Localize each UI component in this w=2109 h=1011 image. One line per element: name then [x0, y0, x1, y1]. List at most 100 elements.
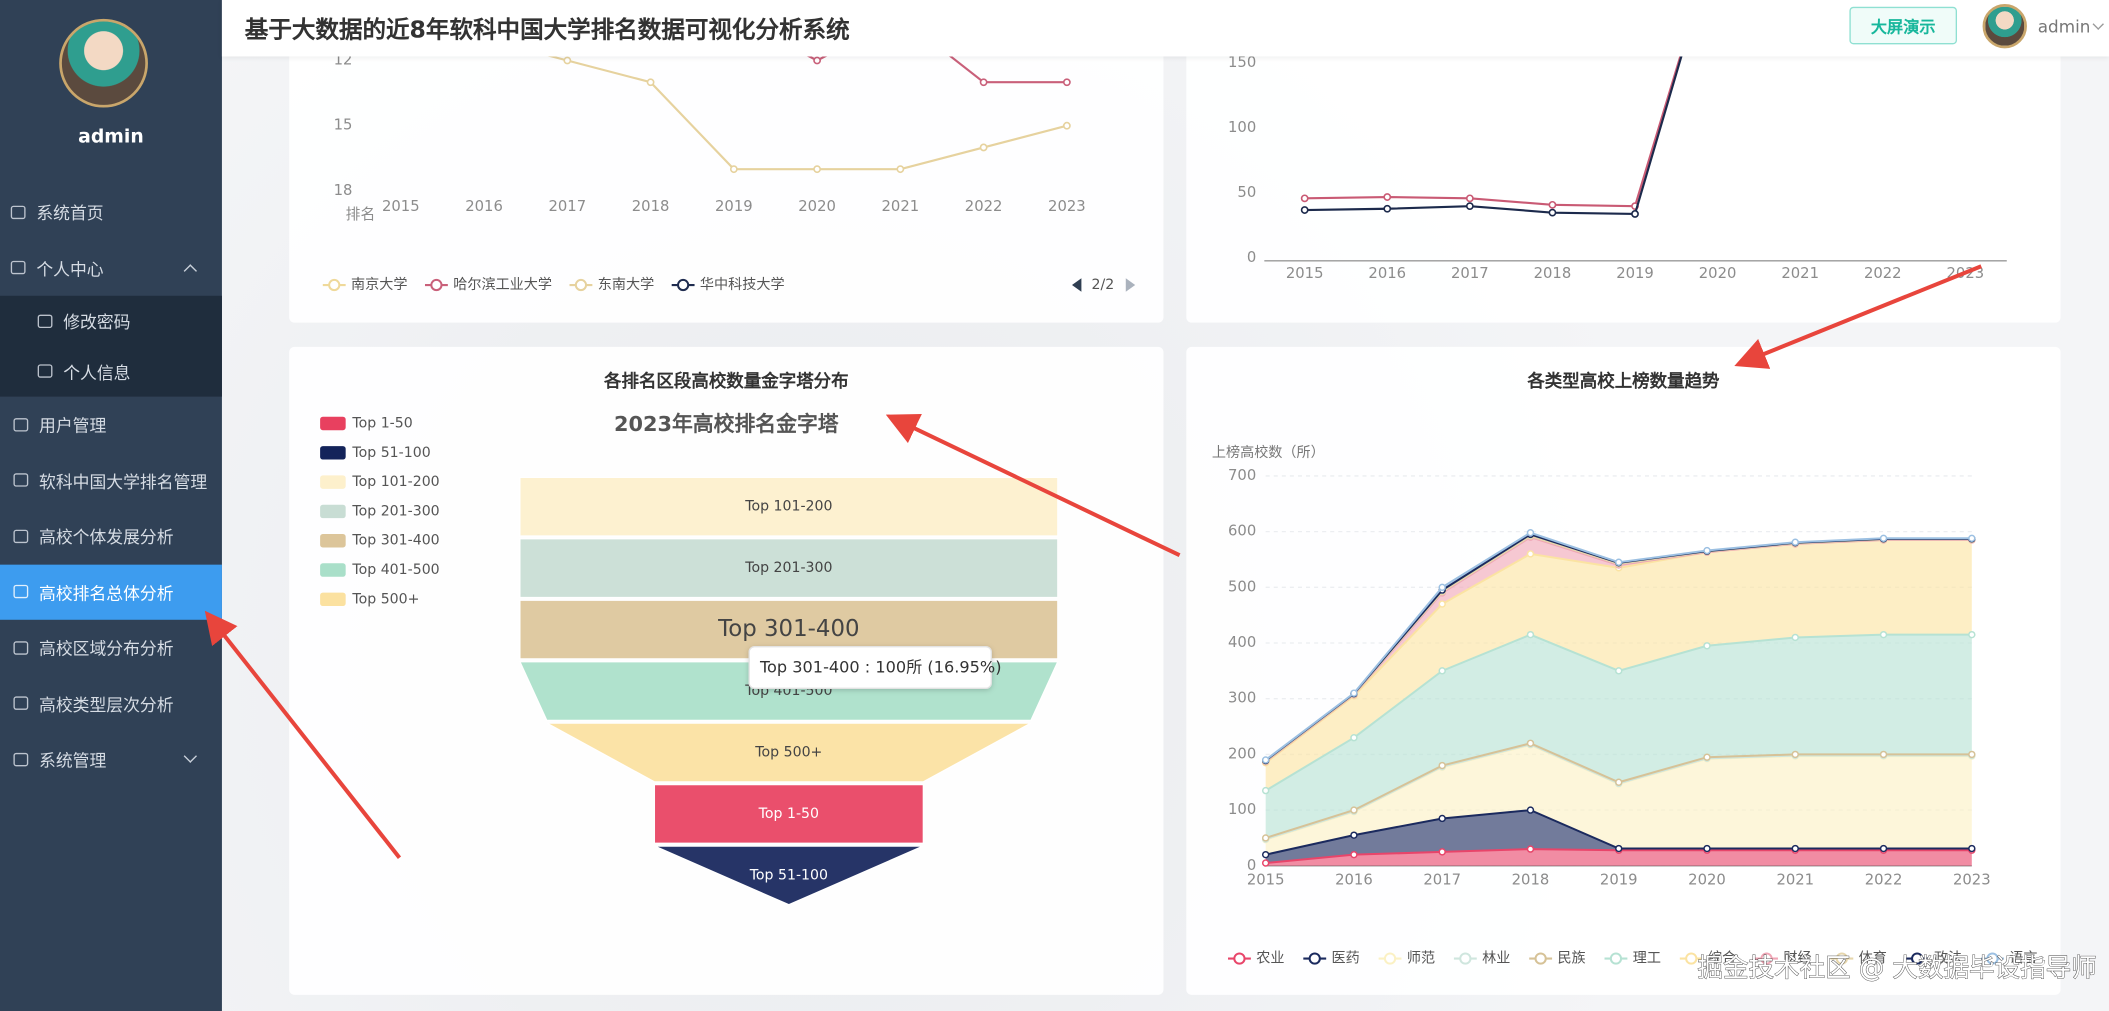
point — [1062, 121, 1071, 130]
page-next[interactable] — [1125, 278, 1136, 292]
user-name: admin — [78, 126, 144, 148]
y-tick-label: 100 — [1228, 119, 1256, 136]
legend-swatch[interactable] — [320, 446, 346, 460]
x-tick-label: 2022 — [1865, 872, 1903, 889]
segment-label: Top 101-200 — [744, 499, 832, 515]
menu-item[interactable]: 系统管理 — [0, 731, 222, 787]
menu-item[interactable]: 个人中心 — [0, 240, 222, 296]
x-tick-label: 2019 — [715, 198, 753, 215]
x-tick-label: 2021 — [1776, 872, 1814, 889]
legend-swatch[interactable] — [320, 592, 346, 607]
x-tick-label: 2019 — [1616, 265, 1654, 282]
funnel-segment[interactable] — [519, 599, 1059, 660]
funnel-segment[interactable] — [654, 845, 924, 906]
point — [1261, 859, 1270, 867]
x-tick-label: 2020 — [798, 198, 836, 215]
x-tick-label: 2018 — [1512, 872, 1550, 889]
legend-label: Top 500+ — [351, 591, 419, 607]
menu-label: 用户管理 — [39, 415, 107, 436]
segment-label: Top 201-300 — [744, 560, 832, 576]
x-tick-label: 2016 — [465, 198, 503, 215]
x-tick-label: 2016 — [1335, 872, 1373, 889]
segment-label: Top 51-100 — [749, 867, 828, 883]
y-tick-label: 0 — [1247, 857, 1256, 874]
y-tick-label: 18 — [334, 182, 353, 199]
point — [1350, 689, 1358, 697]
page-prev[interactable] — [1071, 278, 1082, 292]
screen-button[interactable]: 大屏演示 — [1849, 6, 1958, 45]
menu-label: 系统管理 — [39, 750, 107, 771]
point — [1703, 642, 1711, 650]
legend-page: 2/2 — [1092, 277, 1115, 293]
legend-icon — [1835, 952, 1848, 965]
point — [1526, 739, 1535, 747]
menu-item[interactable]: 高校排名总体分析 — [0, 563, 222, 620]
legend-icon — [1911, 952, 1924, 965]
segment-label: Top 1-50 — [758, 806, 819, 822]
submenu-item[interactable]: 个人信息 — [0, 346, 222, 396]
header-avatar[interactable] — [1982, 4, 2027, 49]
legend-icon — [1534, 952, 1547, 965]
segment-label: Top 500+ — [754, 744, 822, 760]
menu-icon — [13, 752, 29, 766]
menu-icon — [13, 473, 29, 488]
plot-area — [1261, 529, 1976, 867]
sidebar: admin 系统首页 个人中心 修改密码 个人信息用户管理软科中国大学排名管理 高校个体… — [0, 0, 222, 1011]
point — [1438, 600, 1446, 608]
point — [1879, 630, 1888, 639]
legend-icon — [1383, 952, 1397, 965]
y-tick-label: 300 — [1228, 690, 1256, 707]
point — [1300, 194, 1309, 203]
x-tick-label: 2022 — [965, 198, 1003, 215]
legend-swatch[interactable] — [320, 504, 346, 519]
legend-swatch[interactable] — [320, 416, 346, 431]
menu-label: 高校类型层次分析 — [39, 694, 174, 715]
menu-label: 高校个体发展分析 — [39, 527, 174, 548]
legend-label: Top 1-50 — [351, 415, 412, 431]
legend-swatch[interactable] — [320, 534, 346, 548]
x-tick-label: 2018 — [632, 198, 670, 215]
header-user[interactable]: admin — [2037, 16, 2091, 37]
point — [1791, 538, 1799, 546]
legend-label: 医药 — [1332, 951, 1360, 967]
x-tick-label: 2023 — [1947, 265, 1985, 282]
menu-item[interactable]: 系统首页 — [0, 184, 222, 240]
menu-label: 高校区域分布分析 — [39, 638, 174, 660]
x-tick-label: 2017 — [1423, 872, 1461, 889]
legend-swatch[interactable] — [320, 475, 346, 489]
point — [1526, 529, 1535, 537]
funnel-segment[interactable] — [546, 722, 1032, 783]
tooltip-text: Top 301-400 : 100所 (16.95%) — [759, 658, 1002, 677]
point — [1438, 667, 1446, 675]
legend-icon — [328, 278, 341, 292]
menu-item[interactable]: 软科中国大学排名管理 — [0, 452, 222, 508]
legend-icon — [1685, 952, 1698, 965]
menu-item[interactable]: 高校区域分布分析 — [0, 620, 222, 676]
funnel-segment[interactable] — [653, 783, 925, 845]
x-tick-label: 2017 — [1451, 265, 1489, 282]
menu-item[interactable]: 高校类型层次分析 — [0, 676, 222, 732]
card — [1186, 0, 2061, 323]
x-tick-label: 2023 — [1048, 198, 1086, 215]
x-tick-label: 2022 — [1864, 265, 1902, 282]
menu-item[interactable]: 用户管理 — [0, 397, 222, 453]
x-tick-label: 2023 — [1953, 872, 1991, 889]
segment-label: Top 301-400 — [717, 616, 859, 642]
menu-icon — [10, 205, 26, 219]
y-axis-name: 上榜高校数（所） — [1212, 444, 1325, 461]
menu-item[interactable]: 高校个体发展分析 — [0, 508, 222, 564]
point — [1438, 814, 1446, 823]
menu-label: 软科中国大学排名管理 — [39, 471, 208, 492]
legend-icon — [1459, 952, 1472, 965]
chevron — [183, 749, 197, 763]
legend-swatch[interactable] — [320, 563, 346, 577]
submenu-item[interactable]: 修改密码 — [0, 296, 222, 346]
point — [1350, 850, 1358, 859]
point — [1526, 845, 1535, 853]
series-line — [1304, 0, 1699, 208]
legend-icon — [574, 278, 588, 292]
point — [979, 143, 988, 152]
legend-label: 政法 — [1934, 951, 1962, 967]
y-tick-label: 50 — [1237, 184, 1256, 201]
